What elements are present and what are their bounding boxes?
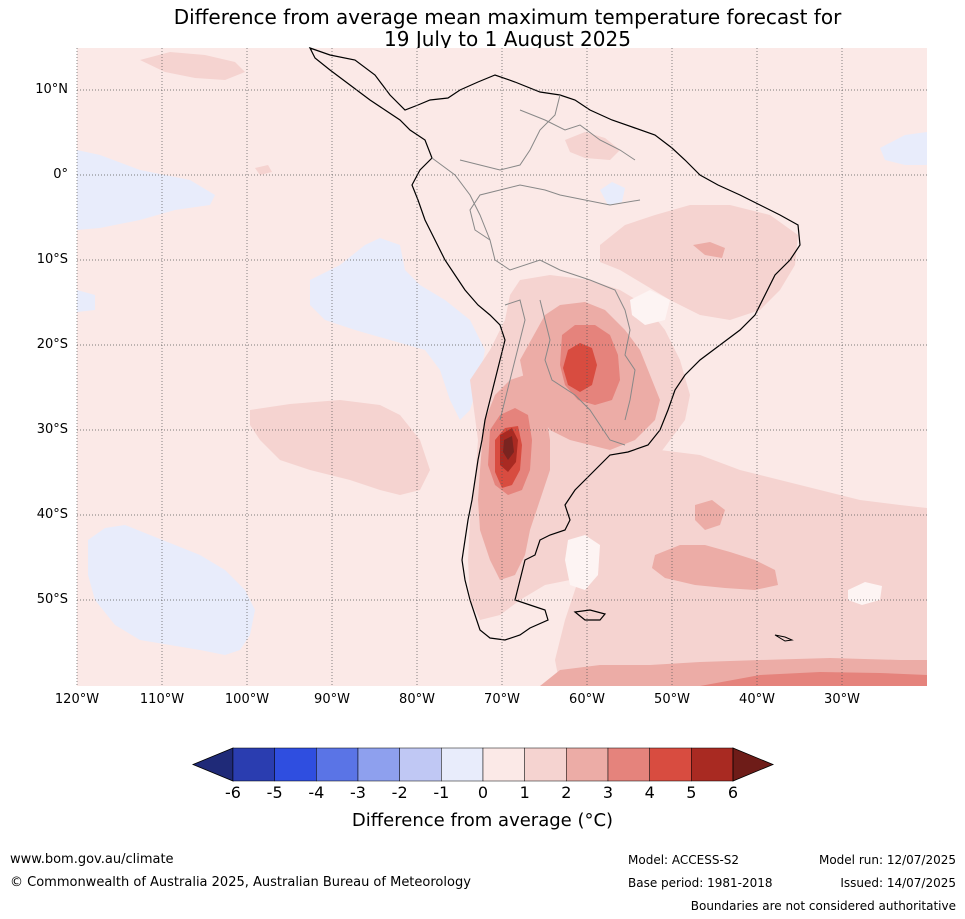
falkland-islands <box>573 609 607 621</box>
south-america-coastline <box>308 46 801 641</box>
colorbar-segment <box>399 747 442 782</box>
colorbar-tick-label: 3 <box>602 783 614 802</box>
graticule <box>76 48 927 686</box>
colorbar-tick-label: 5 <box>686 783 697 802</box>
lon-label-60w: 60°W <box>569 692 605 707</box>
cool-anomaly-regions <box>77 132 927 655</box>
south-georgia <box>774 634 794 642</box>
map-title-line-2: 19 July to 1 August 2025 <box>384 27 631 51</box>
colorbar-segment <box>232 747 275 782</box>
colorbar-tick-label: -3 <box>350 783 366 802</box>
colorbar-tick-label: 4 <box>644 783 655 802</box>
cool-region-northeast <box>880 132 927 165</box>
colorbar-tick-label: -5 <box>266 783 283 802</box>
map-title-line-1: Difference from average mean maximum tem… <box>173 5 842 29</box>
colorbar-title: Difference from average (°C) <box>351 810 614 831</box>
lon-label-40w: 40°W <box>739 692 775 707</box>
lat-label-30s: 30°S <box>36 422 68 437</box>
cool-region-south-pacific <box>88 525 255 655</box>
lat-label-10n: 10°N <box>35 82 68 97</box>
footer-base-period: Base period: 1981-2018 <box>628 876 773 890</box>
colorbar-tick-label: 2 <box>561 783 572 802</box>
lat-label-50s: 50°S <box>36 592 68 607</box>
warm-anomaly-level-6 <box>503 436 514 460</box>
footer-model: Model: ACCESS-S2 <box>628 853 740 867</box>
lon-label-30w: 30°W <box>824 692 860 707</box>
neutral-regions <box>565 290 882 605</box>
cool-region-amazon <box>600 182 625 205</box>
colorbar-arrow-low <box>191 747 234 782</box>
colorbar-segment <box>566 747 609 782</box>
cool-region-pacific-central <box>310 238 485 420</box>
footer-issued: Issued: 14/07/2025 <box>840 876 956 890</box>
lat-label-40s: 40°S <box>36 507 68 522</box>
lon-label-70w: 70°W <box>484 692 520 707</box>
colorbar-segment <box>357 747 400 782</box>
lat-label-0: 0° <box>53 167 68 182</box>
colorbar-tick-label: 1 <box>519 783 530 802</box>
colorbar-tick-label: 0 <box>477 783 489 802</box>
lon-label-120w: 120°W <box>54 692 100 707</box>
colorbar-tick-label: -2 <box>391 783 408 802</box>
footer-copyright: © Commonwealth of Australia 2025, Austra… <box>10 875 471 890</box>
footer-model-run: Model run: 12/07/2025 <box>818 853 956 867</box>
lon-label-100w: 100°W <box>224 692 270 707</box>
colorbar-segment <box>274 747 317 782</box>
lat-label-20s: 20°S <box>36 337 68 352</box>
lon-label-110w: 110°W <box>139 692 185 707</box>
colorbar-segment <box>607 747 650 782</box>
colorbar-segment <box>441 747 484 782</box>
colorbar-arrow-high <box>732 747 775 782</box>
colorbar-segment <box>649 747 692 782</box>
colorbar-segment <box>482 747 525 782</box>
lat-label-10s: 10°S <box>36 252 68 267</box>
colorbar-segment <box>524 747 567 782</box>
lon-label-50w: 50°W <box>654 692 690 707</box>
colorbar-tick-label: -1 <box>433 783 450 802</box>
cool-region-west-equator <box>77 150 215 230</box>
lon-label-90w: 90°W <box>314 692 350 707</box>
colorbar-segment <box>691 747 734 782</box>
colorbar <box>191 747 775 782</box>
colorbar-segment <box>316 747 359 782</box>
colorbar-tick-label: 6 <box>727 783 739 802</box>
country-boundaries <box>431 94 641 446</box>
colorbar-tick-label: -4 <box>308 783 325 802</box>
colorbar-tick-label: -6 <box>225 783 241 802</box>
lon-label-80w: 80°W <box>399 692 435 707</box>
footer-disclaimer: Boundaries are not considered authoritat… <box>690 899 956 913</box>
cool-region-west-edge <box>77 290 95 312</box>
footer-website: www.bom.gov.au/climate <box>10 852 174 867</box>
